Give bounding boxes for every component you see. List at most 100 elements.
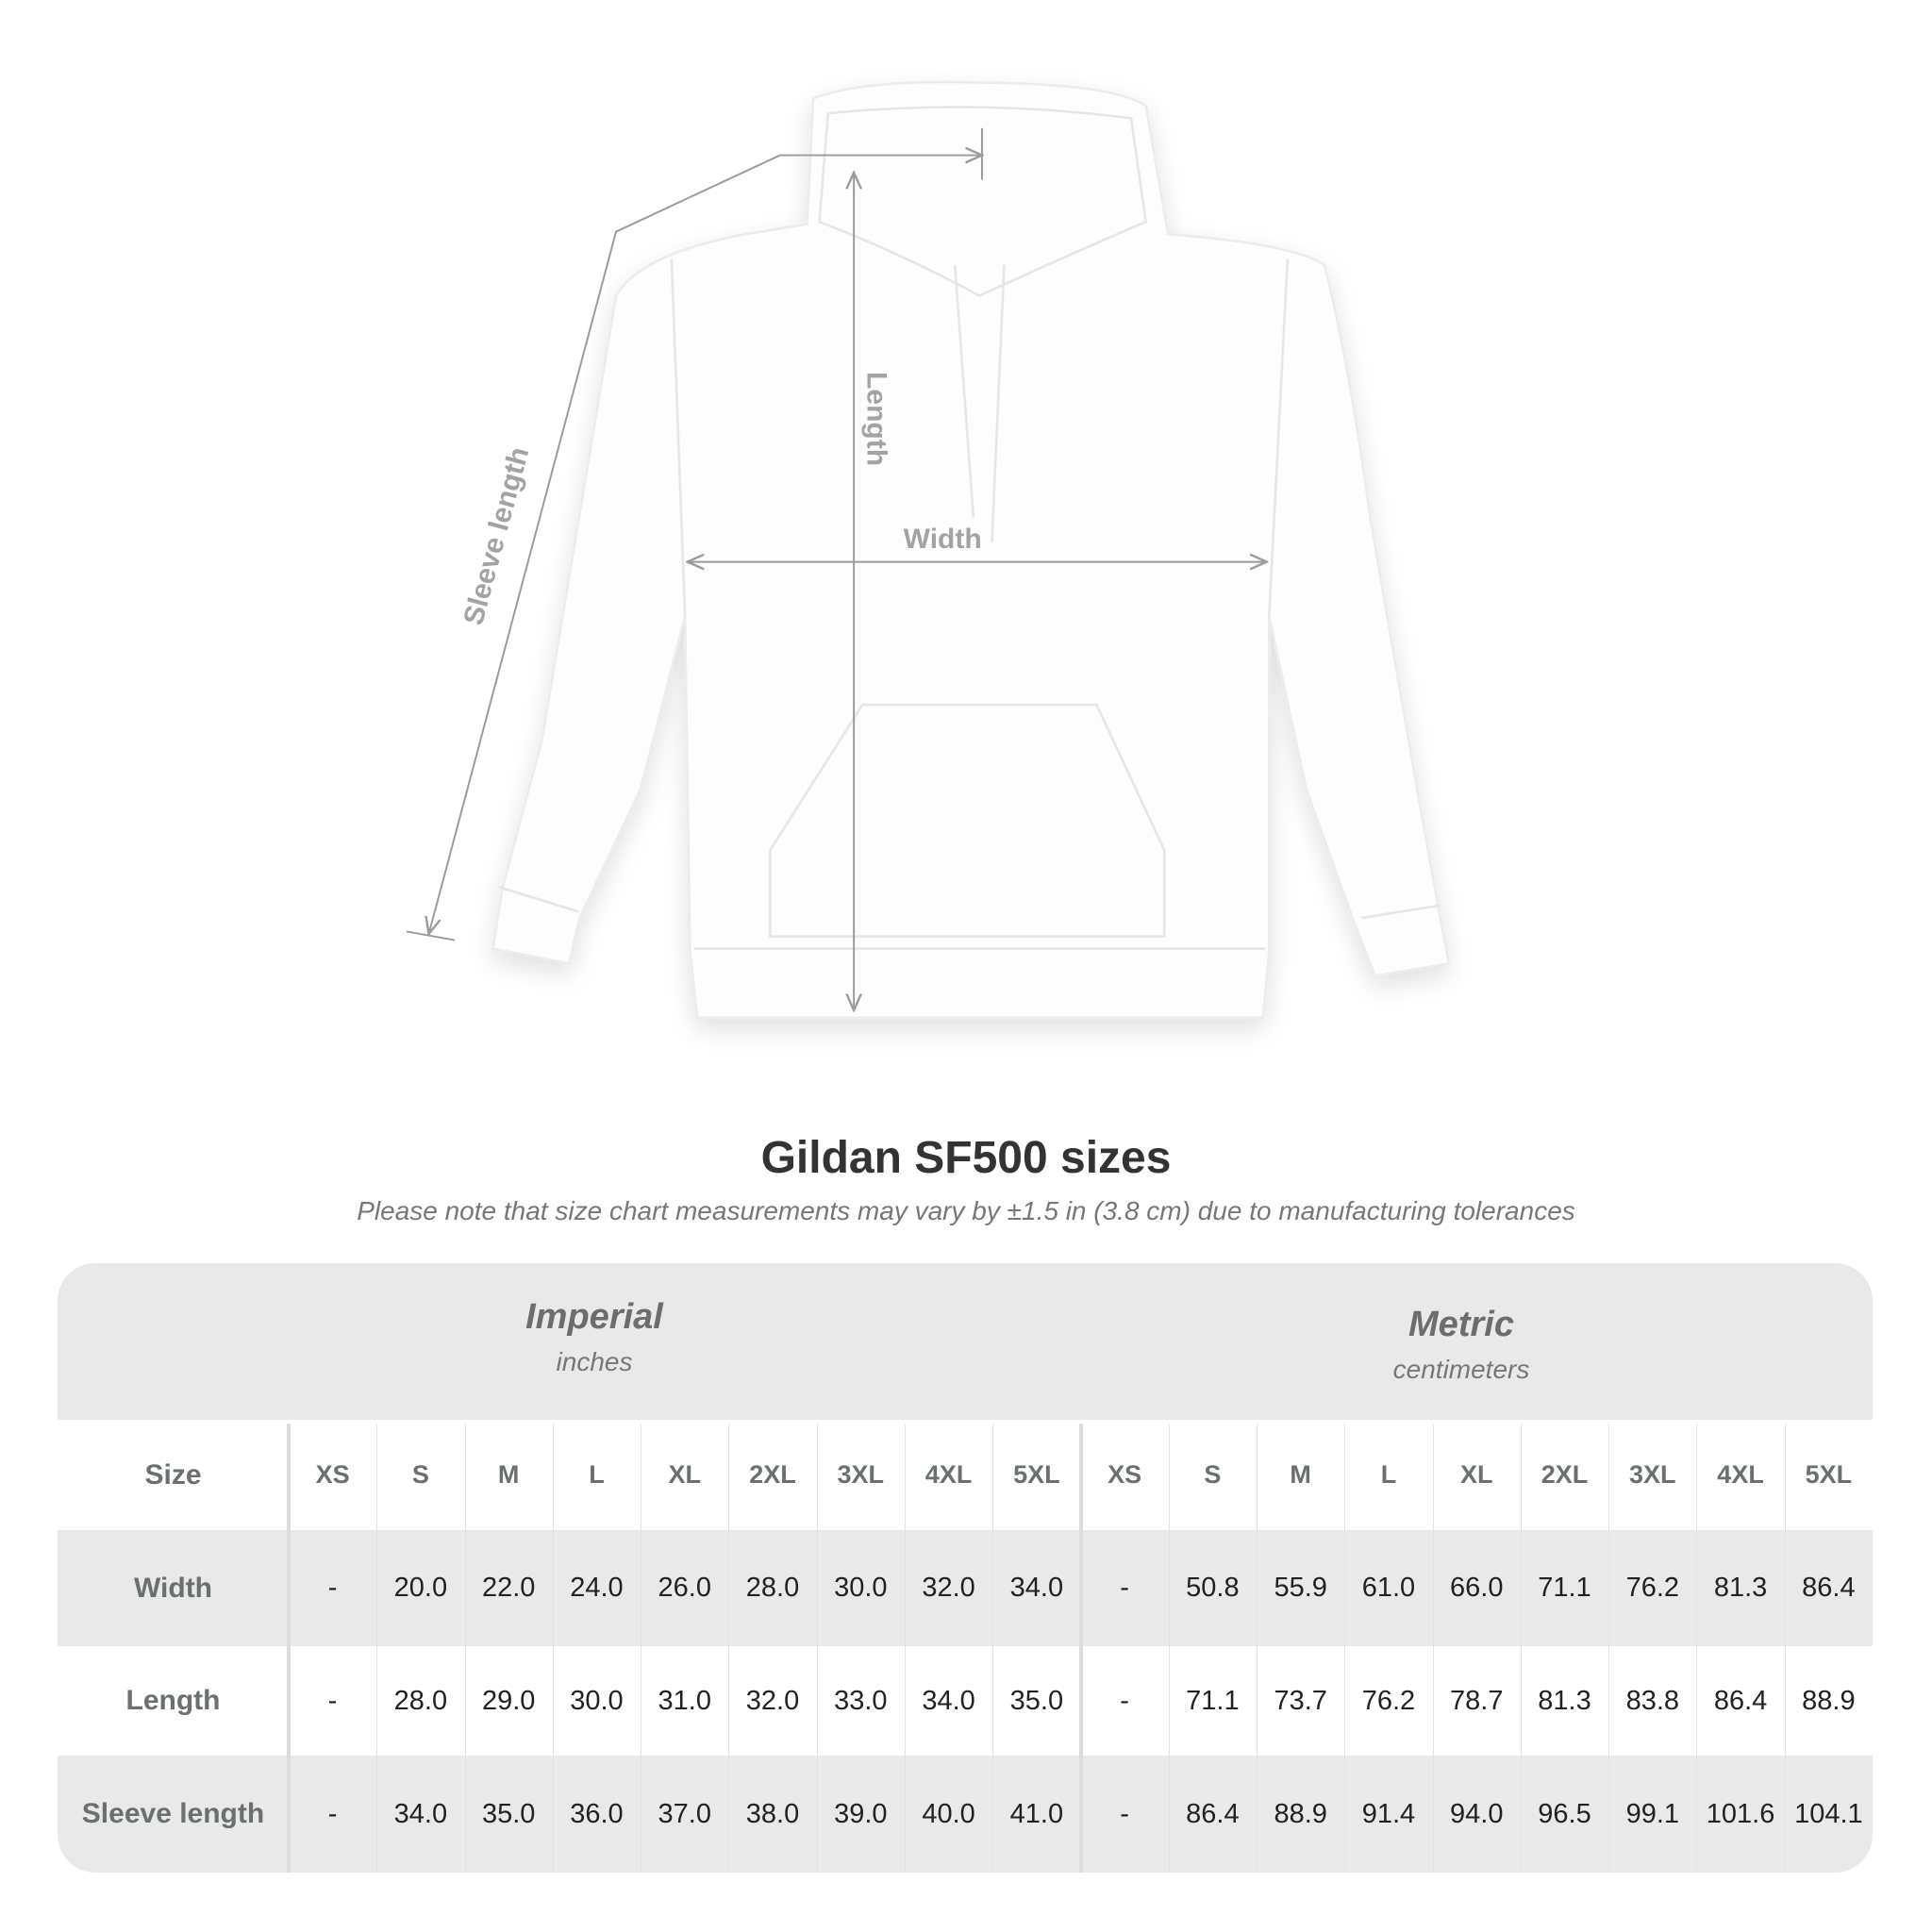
length-label: Length bbox=[861, 372, 892, 466]
cell-length-metric-m: 73.7 bbox=[1274, 1685, 1327, 1716]
cell-width-imperial-m: 22.0 bbox=[481, 1573, 536, 1603]
column-divider bbox=[1784, 1424, 1786, 1873]
column-divider bbox=[728, 1424, 730, 1873]
cell-sleeve-length-metric-m: 88.9 bbox=[1274, 1798, 1327, 1829]
metric-header: Metric centimeters bbox=[1178, 1305, 1744, 1385]
cell-width-metric-4xl: 81.3 bbox=[1713, 1573, 1768, 1603]
cell-length-imperial-4xl: 34.0 bbox=[922, 1685, 975, 1716]
column-divider bbox=[816, 1424, 818, 1873]
cell-sleeve-length-metric-s: 86.4 bbox=[1186, 1798, 1240, 1829]
cell-length-metric-3xl: 83.8 bbox=[1625, 1685, 1680, 1716]
cell-width-metric-2xl: 71.1 bbox=[1538, 1573, 1591, 1603]
cell-sleeve-length-imperial-xs: - bbox=[327, 1798, 338, 1829]
cell-length-imperial-2xl: 32.0 bbox=[745, 1685, 800, 1716]
column-divider bbox=[1696, 1424, 1698, 1873]
cell-length-imperial-xs: - bbox=[327, 1685, 338, 1716]
cell-length-imperial-s: 28.0 bbox=[393, 1685, 448, 1716]
cell-width-imperial-2xl: 28.0 bbox=[745, 1573, 800, 1603]
cell-sleeve-length-metric-3xl: 99.1 bbox=[1625, 1798, 1680, 1829]
cell-width-imperial-5xl: 34.0 bbox=[1009, 1573, 1064, 1603]
cell-length-metric-4xl: 86.4 bbox=[1713, 1685, 1768, 1716]
cell-length-metric-2xl: 81.3 bbox=[1538, 1685, 1591, 1716]
row-band-width bbox=[58, 1530, 1873, 1646]
column-divider bbox=[1432, 1424, 1434, 1873]
size-table: Imperial inches Metric centimeters Size X… bbox=[58, 1263, 1873, 1873]
cell-sleeve-length-imperial-4xl: 40.0 bbox=[922, 1798, 975, 1829]
cell-width-metric-xs: - bbox=[1120, 1573, 1129, 1603]
cell-width-imperial-xs: - bbox=[327, 1573, 338, 1603]
column-divider bbox=[464, 1424, 466, 1873]
row-band-sleeve bbox=[58, 1756, 1873, 1873]
column-divider bbox=[1078, 1424, 1083, 1873]
cell-sleeve-length-imperial-5xl: 41.0 bbox=[1009, 1798, 1064, 1829]
size-header-imperial-s: S bbox=[411, 1460, 429, 1489]
cell-sleeve-length-imperial-xl: 37.0 bbox=[658, 1798, 711, 1829]
imperial-header: Imperial inches bbox=[311, 1297, 877, 1377]
imperial-title: Imperial bbox=[525, 1297, 663, 1337]
cell-sleeve-length-metric-5xl: 104.1 bbox=[1794, 1798, 1863, 1829]
metric-unit: centimeters bbox=[1392, 1355, 1530, 1384]
row-label-sleeve-length: Sleeve length bbox=[81, 1798, 265, 1829]
column-divider bbox=[904, 1424, 906, 1873]
column-divider bbox=[1520, 1424, 1522, 1873]
cell-sleeve-length-metric-xs: - bbox=[1120, 1798, 1129, 1829]
row-label-width: Width bbox=[133, 1572, 213, 1604]
size-header-imperial-m: M bbox=[497, 1460, 520, 1489]
cell-sleeve-length-metric-l: 91.4 bbox=[1361, 1798, 1416, 1829]
imperial-unit: inches bbox=[556, 1347, 633, 1376]
sleeve-length-label: Sleeve length bbox=[458, 444, 535, 629]
size-header-metric-3xl: 3XL bbox=[1629, 1460, 1676, 1489]
cell-width-imperial-4xl: 32.0 bbox=[922, 1573, 975, 1603]
width-label: Width bbox=[904, 524, 982, 555]
size-header-metric-xl: XL bbox=[1459, 1460, 1493, 1489]
column-divider bbox=[287, 1424, 291, 1873]
page-title: Gildan SF500 sizes bbox=[760, 1133, 1172, 1183]
cell-sleeve-length-metric-2xl: 96.5 bbox=[1538, 1798, 1591, 1829]
sleeve-length-dimension bbox=[406, 127, 982, 941]
size-header-imperial-2xl: 2XL bbox=[749, 1460, 796, 1489]
cell-sleeve-length-imperial-2xl: 38.0 bbox=[745, 1798, 800, 1829]
row-label-length: Length bbox=[125, 1685, 221, 1716]
column-divider bbox=[1168, 1424, 1170, 1873]
size-header-metric-xs: XS bbox=[1108, 1460, 1142, 1489]
column-divider bbox=[376, 1424, 378, 1873]
unit-header-band bbox=[58, 1263, 1873, 1420]
cell-length-metric-xs: - bbox=[1120, 1685, 1129, 1716]
size-header-imperial-l: L bbox=[589, 1460, 605, 1489]
size-header-imperial-4xl: 4XL bbox=[924, 1460, 973, 1489]
size-header-metric-m: M bbox=[1290, 1460, 1311, 1489]
cell-sleeve-length-imperial-s: 34.0 bbox=[393, 1798, 448, 1829]
cell-sleeve-length-metric-xl: 94.0 bbox=[1450, 1798, 1504, 1829]
cell-length-metric-xl: 78.7 bbox=[1450, 1685, 1504, 1716]
cell-width-metric-m: 55.9 bbox=[1274, 1573, 1327, 1603]
size-header-metric-2xl: 2XL bbox=[1541, 1460, 1589, 1489]
column-divider bbox=[992, 1424, 994, 1873]
cell-width-metric-l: 61.0 bbox=[1361, 1573, 1416, 1603]
cell-width-metric-3xl: 76.2 bbox=[1625, 1573, 1680, 1603]
cell-width-imperial-3xl: 30.0 bbox=[834, 1573, 888, 1603]
cell-width-metric-5xl: 86.4 bbox=[1802, 1573, 1856, 1603]
size-header-imperial-xl: XL bbox=[668, 1460, 701, 1489]
cell-length-imperial-3xl: 33.0 bbox=[834, 1685, 888, 1716]
cell-length-metric-l: 76.2 bbox=[1361, 1685, 1416, 1716]
cell-sleeve-length-metric-4xl: 101.6 bbox=[1706, 1798, 1775, 1829]
column-divider bbox=[552, 1424, 554, 1873]
size-header-metric-l: L bbox=[1380, 1460, 1397, 1489]
size-header-metric-4xl: 4XL bbox=[1717, 1460, 1764, 1489]
size-header-imperial-3xl: 3XL bbox=[837, 1460, 885, 1489]
size-header-label: Size bbox=[144, 1458, 202, 1491]
cell-length-metric-s: 71.1 bbox=[1186, 1685, 1240, 1716]
cell-length-imperial-l: 30.0 bbox=[570, 1685, 624, 1716]
cell-length-imperial-xl: 31.0 bbox=[658, 1685, 711, 1716]
cell-width-metric-s: 50.8 bbox=[1186, 1573, 1240, 1603]
metric-title: Metric bbox=[1408, 1305, 1514, 1344]
cell-width-imperial-s: 20.0 bbox=[393, 1573, 448, 1603]
cell-width-metric-xl: 66.0 bbox=[1450, 1573, 1504, 1603]
size-header-metric-s: S bbox=[1204, 1460, 1222, 1489]
cell-length-metric-5xl: 88.9 bbox=[1802, 1685, 1856, 1716]
column-divider bbox=[1344, 1424, 1346, 1873]
cell-length-imperial-5xl: 35.0 bbox=[1009, 1685, 1064, 1716]
cell-length-imperial-m: 29.0 bbox=[481, 1685, 536, 1716]
cell-width-imperial-l: 24.0 bbox=[570, 1573, 624, 1603]
